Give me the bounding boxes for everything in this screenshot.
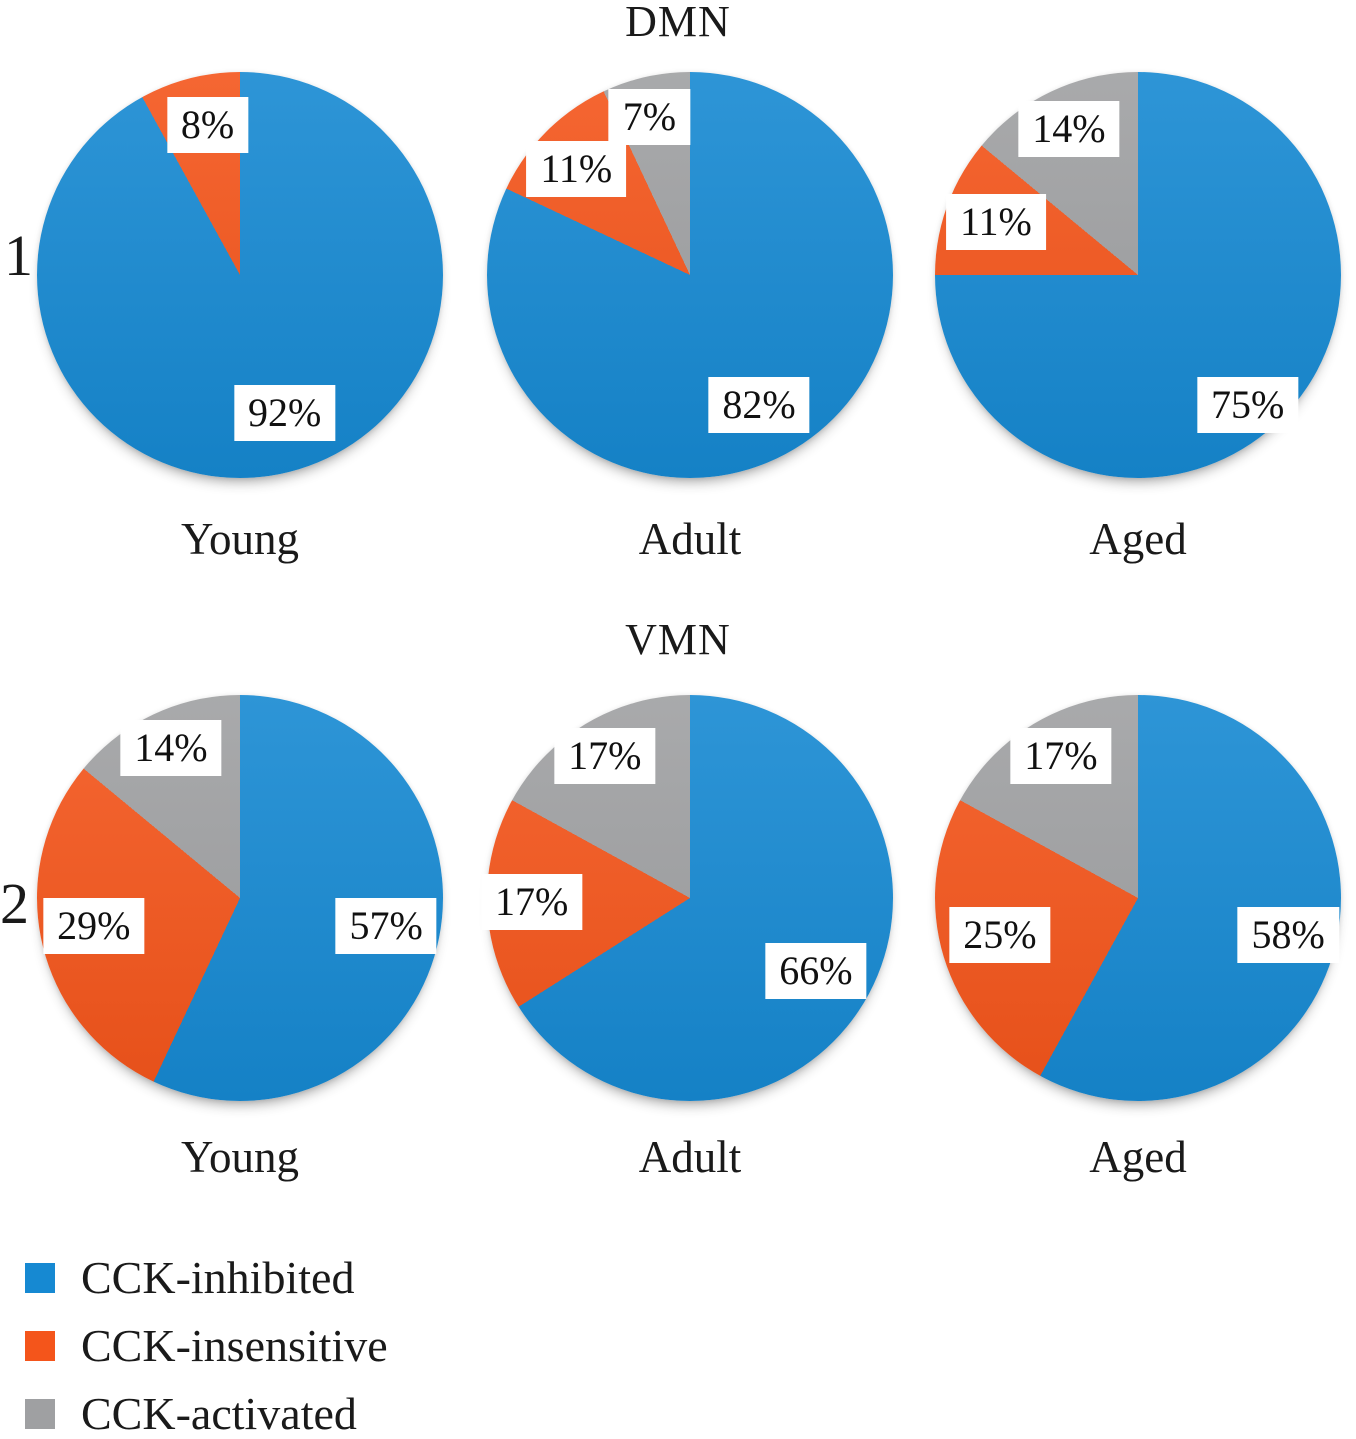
category-label-vmn-adult: Adult <box>638 1132 742 1182</box>
slice-label: 11% <box>945 194 1046 251</box>
legend-label: CCK-inhibited <box>81 1252 355 1303</box>
slice-label: 14% <box>120 719 222 776</box>
legend-item-cck-insensitive: CCK-insensitive <box>25 1318 388 1374</box>
row2-number: 2 <box>0 871 29 936</box>
category-label-dmn-adult: Adult <box>638 514 742 564</box>
slice-label: 66% <box>765 943 867 1000</box>
category-label-vmn-young: Young <box>181 1132 299 1182</box>
legend-swatch-orange-icon <box>25 1331 55 1361</box>
slice-label: 8% <box>166 96 249 153</box>
legend-swatch-gray-icon <box>25 1399 55 1429</box>
slice-label: 11% <box>526 141 627 198</box>
legend-swatch-blue-icon <box>25 1263 55 1293</box>
legend-item-cck-inhibited: CCK-inhibited <box>25 1250 388 1306</box>
slice-label: 17% <box>480 874 583 931</box>
slice-label: 14% <box>1018 100 1120 157</box>
slice-label: 17% <box>1010 727 1112 784</box>
pie-dmn-aged: 75% 11% 14% <box>935 72 1341 478</box>
pie-dmn-adult: 82% 11% 7% <box>487 72 893 478</box>
slice-label: 82% <box>708 376 810 433</box>
slice-label: 57% <box>335 898 437 955</box>
legend-item-cck-activated: CCK-activated <box>25 1386 388 1439</box>
category-label-dmn-young: Young <box>181 514 299 564</box>
row1-title: DMN <box>625 0 731 46</box>
category-label-vmn-aged: Aged <box>1089 1132 1187 1182</box>
slice-label: 92% <box>233 385 336 442</box>
slice-label: 58% <box>1237 906 1339 963</box>
legend-label: CCK-insensitive <box>81 1320 388 1371</box>
slice-label: 29% <box>43 898 145 955</box>
slice-label: 7% <box>608 88 691 145</box>
row1-number: 1 <box>4 223 33 288</box>
legend: CCK-inhibited CCK-insensitive CCK-activa… <box>25 1250 388 1439</box>
legend-label: CCK-activated <box>81 1388 357 1439</box>
pie-vmn-adult: 66% 17% 17% <box>480 695 893 1101</box>
row2-title: VMN <box>625 615 731 664</box>
slice-label: 75% <box>1196 376 1299 433</box>
pie-vmn-young: 57% 29% 14% <box>37 695 443 1101</box>
category-label-dmn-aged: Aged <box>1089 514 1187 564</box>
pie-vmn-aged: 58% 25% 17% <box>935 695 1341 1101</box>
slice-label: 25% <box>949 906 1051 963</box>
slice-label: 17% <box>554 727 656 784</box>
pie-dmn-young: 92% 8% <box>37 72 443 478</box>
